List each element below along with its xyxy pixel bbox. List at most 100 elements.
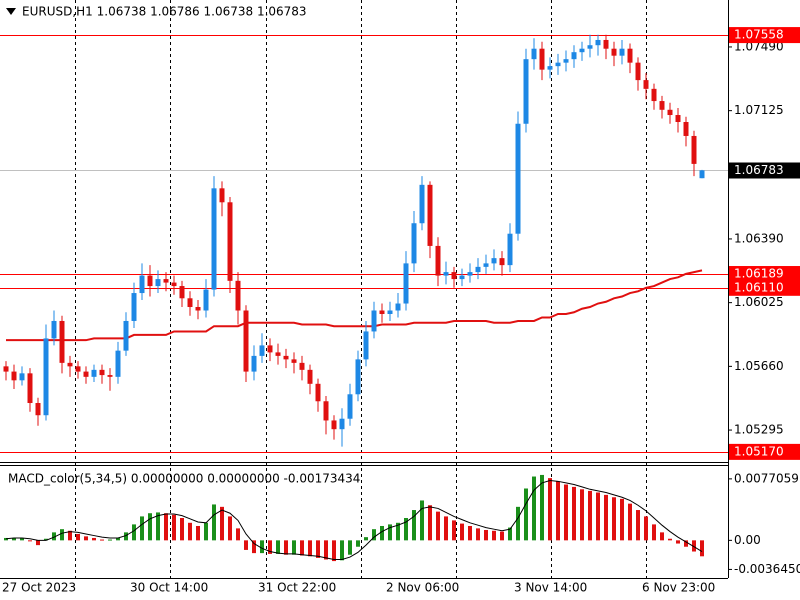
candle-body — [307, 369, 313, 384]
macd-bar — [300, 540, 304, 556]
macd-bar — [428, 505, 432, 541]
level-label: 1.06189 — [734, 267, 784, 281]
candle-body — [627, 48, 633, 63]
candle-body — [691, 135, 697, 164]
macd-bar — [492, 530, 496, 541]
candle-body — [123, 320, 129, 351]
candle-body — [51, 320, 57, 339]
macd-bar — [404, 518, 408, 541]
candle-body — [555, 62, 561, 67]
macd-bar — [156, 512, 160, 541]
candle-body — [507, 233, 513, 266]
macd-bar — [292, 540, 296, 555]
candle-body — [195, 307, 201, 311]
macd-bar — [108, 539, 112, 541]
candle-body — [299, 362, 305, 370]
time-label: 27 Oct 2023 — [2, 581, 76, 595]
candle-body — [387, 310, 393, 314]
candle-body — [27, 373, 33, 404]
candle-body — [563, 59, 569, 63]
macd-bar — [460, 523, 464, 541]
candle-body — [435, 245, 441, 276]
time-label: 30 Oct 14:00 — [130, 581, 208, 595]
macd-bar — [436, 511, 440, 541]
candle-body — [603, 39, 609, 49]
menu-triangle[interactable] — [6, 8, 16, 15]
price-label: 1.06025 — [734, 295, 784, 309]
macd-bar — [84, 536, 88, 541]
candle-body — [179, 286, 185, 299]
macd-bar — [396, 522, 400, 541]
candle-body — [243, 310, 249, 372]
candle-body — [595, 39, 601, 46]
macd-bar — [20, 537, 24, 541]
macd-bar — [516, 506, 520, 541]
current-price-box — [729, 162, 800, 179]
candle-body — [587, 45, 593, 49]
macd-bar — [532, 476, 536, 541]
current-price-label: 1.06783 — [734, 163, 784, 177]
macd-bar — [620, 498, 624, 541]
candle-body — [619, 48, 625, 56]
macd-bar — [284, 540, 288, 555]
candle-body — [515, 123, 521, 234]
candle-body — [579, 48, 585, 53]
candle-body — [667, 109, 673, 116]
level-label: 1.06110 — [734, 280, 784, 294]
candle-body — [459, 275, 465, 280]
candle-body — [35, 403, 41, 416]
macd-bar — [276, 540, 280, 554]
macd-bar — [12, 537, 16, 541]
macd-bar — [524, 488, 528, 541]
price-label: 1.07125 — [734, 103, 784, 117]
macd-bar — [700, 540, 704, 557]
candle-body — [187, 298, 193, 308]
candle-body — [235, 280, 241, 311]
candle-body — [147, 275, 153, 287]
candle-body — [651, 88, 657, 102]
candle-body — [11, 371, 17, 381]
candle-body — [107, 375, 113, 377]
macd-bar — [604, 494, 608, 541]
macd-bar — [148, 513, 152, 541]
candle-body — [203, 289, 209, 311]
candle-body — [339, 418, 345, 430]
macd-bar — [324, 540, 328, 560]
macd-bar — [76, 533, 80, 541]
macd-bar — [316, 540, 320, 558]
candle-body — [251, 355, 257, 372]
candle-body — [411, 223, 417, 264]
candle-body — [491, 258, 497, 264]
candle-body — [475, 266, 481, 273]
macd-label: 0.00 — [734, 533, 761, 547]
time-label: 3 Nov 14:00 — [514, 581, 587, 595]
macd-bar — [116, 537, 120, 541]
level-label-box — [729, 27, 800, 44]
price-label: 1.05660 — [734, 359, 784, 373]
macd-bar — [60, 529, 64, 541]
symbol-header: EURUSD,H1 1.06738 1.06786 1.06738 1.0678… — [22, 5, 307, 19]
candle-body — [91, 369, 97, 377]
candle-body — [275, 352, 281, 356]
macd-bar — [188, 522, 192, 541]
macd-bar — [308, 540, 312, 557]
level-label-box — [729, 266, 800, 283]
macd-bar — [348, 540, 352, 555]
candle-body — [211, 188, 217, 290]
candle-body — [643, 80, 649, 89]
candle-body — [571, 52, 577, 60]
macd-bar — [612, 497, 616, 541]
candle-body — [483, 263, 489, 267]
time-label: 31 Oct 22:00 — [258, 581, 336, 595]
price-label: 1.05295 — [734, 423, 784, 437]
macd-bar — [540, 474, 544, 541]
macd-bar — [212, 504, 216, 541]
macd-bar — [164, 513, 168, 541]
level-label-box — [729, 279, 800, 296]
level-label: 1.07558 — [734, 28, 784, 42]
candle-body — [395, 303, 401, 311]
macd-bar — [476, 528, 480, 541]
candle-body — [67, 362, 73, 367]
macd-bar — [660, 532, 664, 541]
macd-bar — [684, 540, 688, 547]
